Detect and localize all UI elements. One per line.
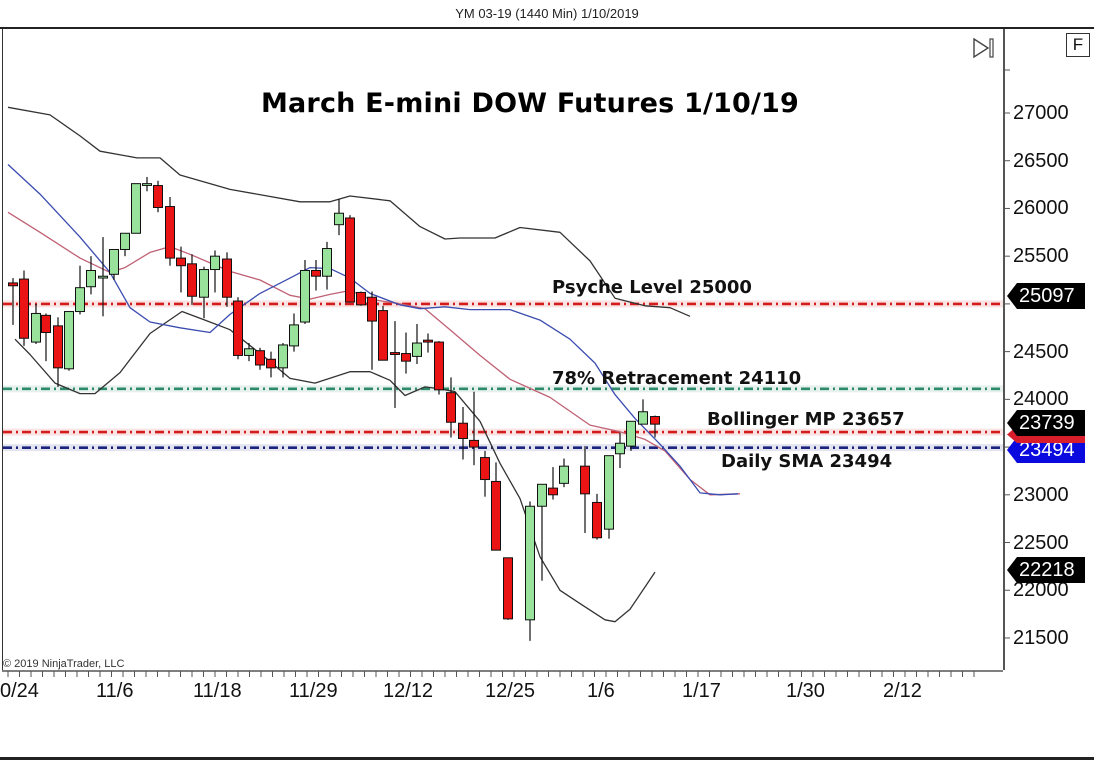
candle-down: [548, 487, 558, 496]
candle-down: [503, 557, 513, 620]
candle-up: [537, 483, 547, 507]
candle-up: [120, 232, 130, 250]
x-axis-label: 1/6: [587, 680, 615, 702]
window-caption: YM 03-19 (1440 Min) 1/10/2019: [455, 6, 639, 21]
candle-down: [580, 465, 590, 495]
copyright-notice: © 2019 NinjaTrader, LLC: [3, 658, 125, 670]
candle-down: [401, 353, 411, 362]
candle-up: [412, 342, 422, 357]
y-axis-label: 22500: [1013, 531, 1069, 554]
candle-down: [153, 185, 163, 208]
x-axis-label: 11/18: [193, 680, 242, 702]
candle-up: [86, 269, 96, 288]
candle-up: [199, 269, 209, 298]
candle-down: [176, 257, 186, 267]
y-axis-label: 24500: [1013, 340, 1069, 363]
annotation-daily-sma: Daily SMA 23494: [721, 451, 893, 472]
candle-down: [367, 296, 377, 322]
candle-up: [31, 312, 41, 343]
candle-down: [446, 392, 456, 423]
candle-down: [378, 310, 388, 361]
candle-down: [480, 457, 490, 481]
candle-down: [592, 501, 602, 539]
series-bollinger-lower: [14, 310, 656, 623]
candle-up: [98, 275, 108, 279]
x-axis-label: 12/25: [485, 680, 536, 702]
y-axis-label: 26500: [1013, 149, 1069, 172]
y-axis-line: [1003, 29, 1005, 670]
window-title-bar: YM 03-19 (1440 Min) 1/10/2019: [0, 0, 1094, 29]
x-axis-label: 2/12: [883, 680, 922, 702]
annotation-bollinger-mp: Bollinger MP 23657: [707, 409, 905, 430]
candle-down: [650, 416, 660, 425]
candle-up: [289, 324, 299, 347]
candle-up: [615, 442, 625, 455]
candle-down: [8, 282, 18, 287]
y-axis-label: 26000: [1013, 197, 1069, 220]
candle-up: [278, 344, 288, 369]
candle-up: [559, 465, 569, 484]
annotation-retracement: 78% Retracement 24110: [552, 368, 802, 389]
x-axis-label: 11/29: [289, 680, 338, 702]
candle-up: [142, 183, 152, 186]
annotation-psyche-level: Psyche Level 25000: [552, 277, 752, 298]
candle-down: [469, 439, 479, 448]
bottom-border: [0, 757, 1094, 760]
y-axis-label: 23000: [1013, 483, 1069, 506]
y-axis-label: 25500: [1013, 245, 1069, 268]
price-tag-last: 23739: [1007, 410, 1085, 436]
candle-down: [423, 339, 433, 343]
price-tag-psyche: 25097: [1007, 283, 1085, 309]
candle-down: [41, 314, 51, 334]
chart-plot-area[interactable]: [2, 29, 1003, 670]
candle-up: [109, 248, 119, 275]
candle-up: [525, 505, 535, 621]
candle-down: [222, 258, 232, 298]
candle-down: [458, 422, 468, 439]
series-bollinger-upper: [7, 106, 691, 317]
candle-down: [19, 278, 29, 339]
y-axis-label: 27000: [1013, 102, 1069, 124]
candle-up: [300, 269, 310, 323]
candle-up: [334, 212, 344, 226]
x-axis-label: 0/24: [0, 680, 39, 702]
candle-down: [53, 325, 63, 369]
candle-up: [64, 311, 74, 370]
candle-down: [311, 269, 321, 277]
candle-down: [434, 341, 444, 391]
candle-up: [604, 455, 614, 530]
y-axis-label: 21500: [1013, 626, 1069, 649]
play-to-end-icon: [973, 37, 994, 59]
candle-up: [210, 255, 220, 271]
candle-up: [75, 287, 85, 313]
candle-down: [187, 263, 197, 297]
f-button[interactable]: F: [1066, 33, 1090, 57]
x-axis-label: 1/30: [786, 680, 825, 702]
scroll-to-end-button[interactable]: [972, 37, 996, 59]
candle-up: [626, 420, 636, 447]
candle-up: [322, 248, 332, 277]
price-tag-lower-band: 22218: [1007, 557, 1085, 583]
candle-up: [244, 348, 254, 356]
candle-up: [638, 411, 648, 425]
candle-down: [255, 350, 265, 366]
candle-up: [131, 183, 141, 234]
candle-down: [345, 217, 355, 303]
candle-down: [390, 352, 400, 355]
candle-down: [165, 206, 175, 259]
y-axis-label: 24000: [1013, 388, 1069, 411]
candle-down: [266, 358, 276, 369]
candle-down: [356, 291, 366, 306]
x-axis-label: 11/6: [96, 680, 134, 702]
candle-down: [491, 480, 501, 551]
candle-down: [233, 300, 243, 356]
y-axis-label: 22000: [1013, 579, 1069, 602]
x-axis-label: 1/17: [682, 680, 721, 702]
chart-title: March E-mini DOW Futures 1/10/19: [260, 88, 800, 119]
x-axis-label: 12/12: [383, 680, 434, 702]
